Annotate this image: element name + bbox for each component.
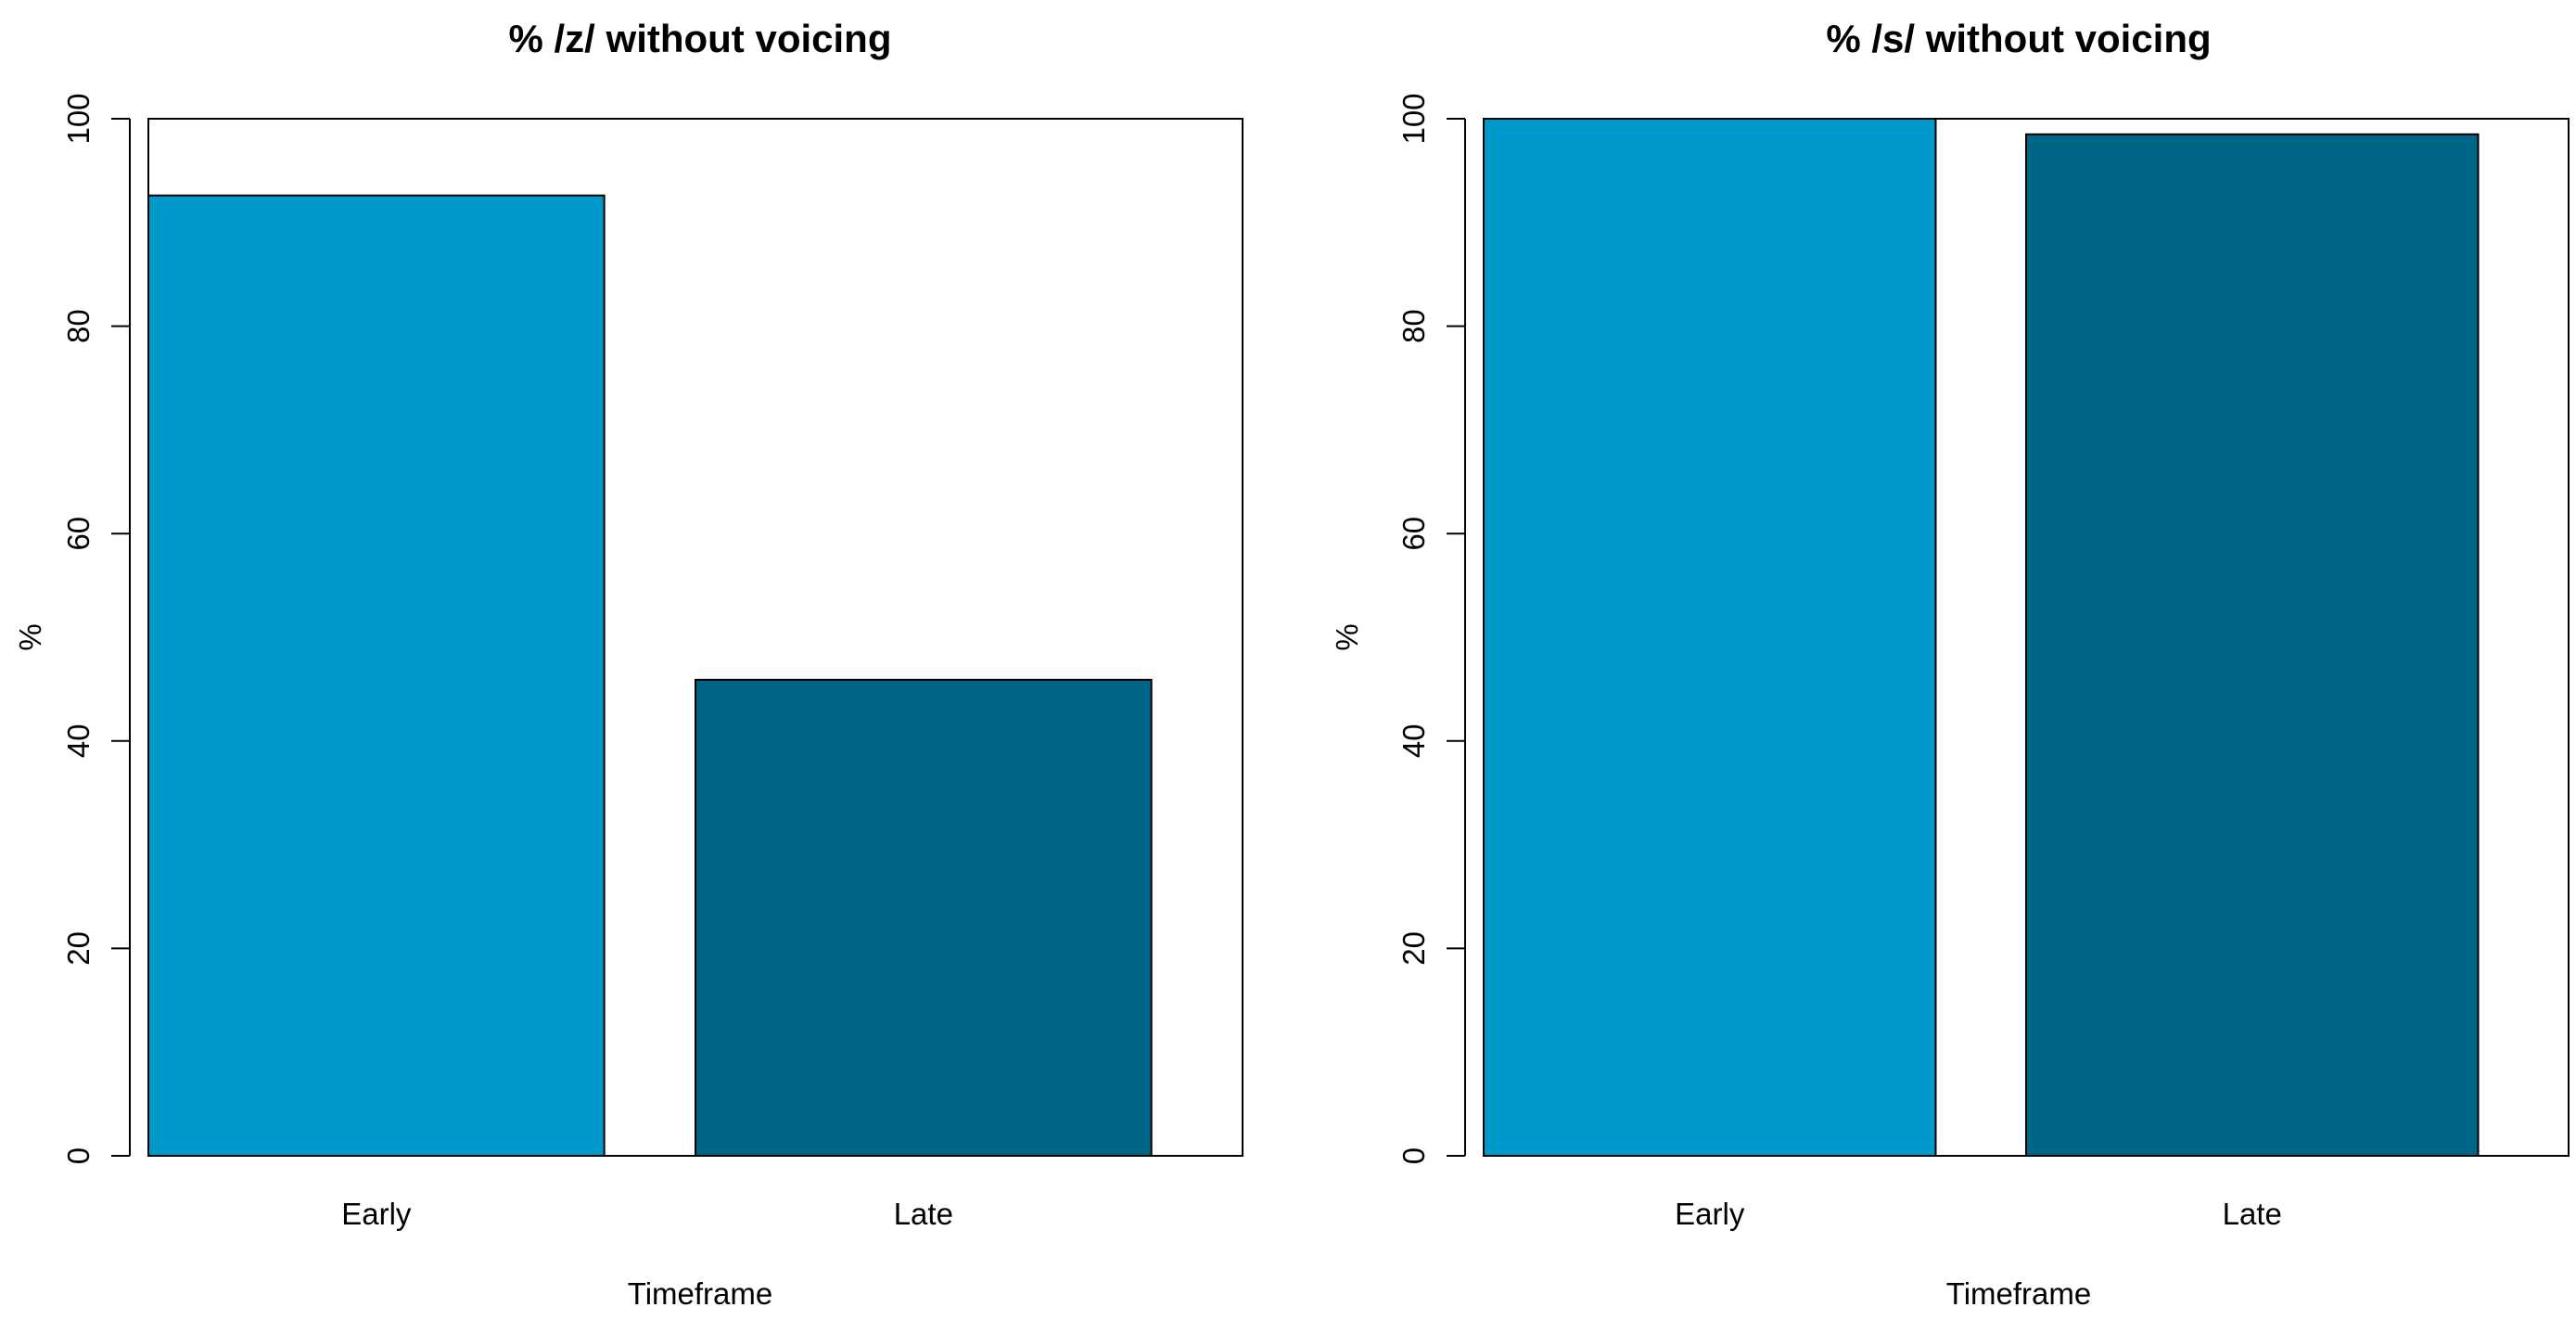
y-axis-label: % (1330, 623, 1364, 650)
x-tick-label: Early (1675, 1197, 1745, 1231)
plot-frame (1483, 118, 2570, 1157)
x-axis: Early Late (1675, 1197, 2282, 1231)
x-tick-label: Late (2223, 1197, 2282, 1231)
y-tick-label: 60 (1396, 517, 1431, 551)
y-tick-label: 100 (61, 93, 96, 144)
plot-frame (147, 118, 1243, 1157)
y-axis-label: % (13, 623, 47, 650)
chart-panel-z: % /z/ without voicing 0 20 40 60 80 100 Early… (13, 17, 1243, 1311)
x-axis-label: Timeframe (1946, 1276, 2091, 1311)
bar-late (695, 678, 1153, 1157)
x-axis-label: Timeframe (628, 1276, 772, 1311)
y-tick-label: 100 (1396, 93, 1431, 144)
y-tick-label: 0 (61, 1147, 96, 1164)
x-axis: Early Late (341, 1197, 953, 1231)
y-tick-label: 20 (1396, 931, 1431, 966)
bar-early (1483, 118, 1937, 1157)
y-tick-label: 80 (61, 309, 96, 343)
y-axis: 0 20 40 60 80 100 (1396, 93, 1466, 1164)
y-tick-label: 0 (1396, 1147, 1431, 1164)
x-tick-label: Early (341, 1197, 412, 1231)
y-tick-label: 20 (61, 931, 96, 966)
chart-panel-s: % /s/ without voicing 0 20 40 60 80 100 Early… (1330, 17, 2570, 1311)
bar-early (147, 194, 606, 1157)
y-tick-label: 40 (61, 724, 96, 758)
chart-title: % /z/ without voicing (509, 17, 892, 60)
y-axis: 0 20 40 60 80 100 (61, 93, 131, 1164)
bars (147, 194, 1153, 1157)
x-tick-label: Late (894, 1197, 953, 1231)
y-tick-label: 60 (61, 517, 96, 551)
y-tick-label: 80 (1396, 309, 1431, 343)
y-tick-label: 40 (1396, 724, 1431, 758)
chart-title: % /s/ without voicing (1826, 17, 2211, 60)
bars (1483, 118, 2480, 1157)
bar-late (2025, 133, 2480, 1157)
